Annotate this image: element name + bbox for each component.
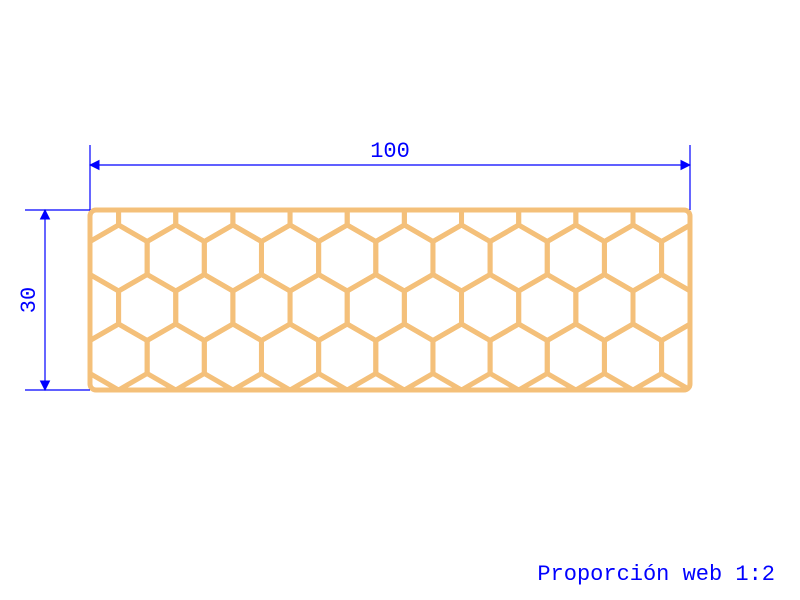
hex-cell	[90, 126, 147, 192]
hex-cell	[604, 126, 661, 192]
footer-text: Proporción web 1:2	[537, 562, 775, 587]
hex-cell	[204, 126, 261, 192]
dim-left-value: 30	[17, 287, 42, 313]
hex-cell	[33, 324, 90, 390]
hex-cell	[319, 126, 376, 192]
hex-cell	[147, 126, 204, 192]
hex-cell	[547, 126, 604, 192]
dimensions: 100 30	[17, 139, 690, 390]
hex-cell	[33, 225, 90, 291]
hex-cell	[690, 275, 747, 341]
hex-cell	[690, 176, 747, 242]
technical-drawing: 100 30 Proporción web 1:2	[0, 0, 800, 600]
hex-cell	[33, 126, 90, 192]
dim-top-value: 100	[370, 139, 410, 164]
hex-cell	[433, 126, 490, 192]
hex-cell	[261, 126, 318, 192]
hex-cell	[490, 126, 547, 192]
